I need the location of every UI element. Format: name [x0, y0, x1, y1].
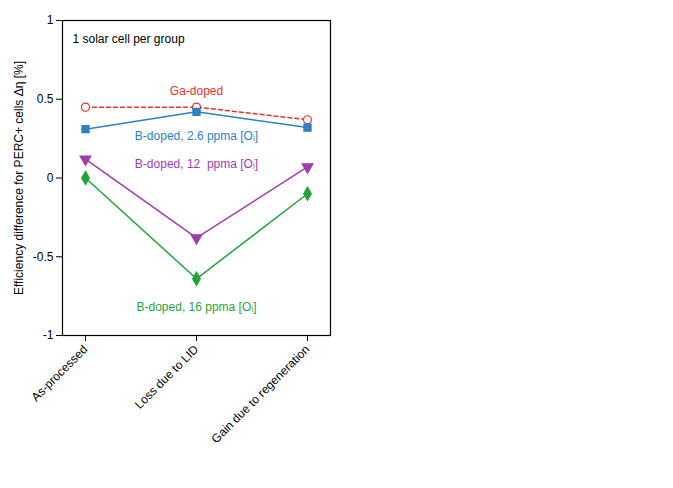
svg-text:B-doped, 16 ppma [Oᵢ]: B-doped, 16 ppma [Oᵢ]: [137, 300, 257, 314]
svg-text:As-processed: As-processed: [29, 342, 91, 404]
svg-text:0: 0: [47, 171, 54, 185]
svg-text:Efficiency difference for PERC: Efficiency difference for PERC+ cells Δη…: [12, 61, 26, 295]
svg-text:Loss due to LID: Loss due to LID: [132, 342, 202, 412]
svg-text:Gain due to regeneration: Gain due to regeneration: [209, 342, 313, 446]
svg-text:0.5: 0.5: [37, 92, 54, 106]
svg-text:-1: -1: [43, 328, 54, 342]
svg-text:B-doped, 2.6 ppma [Oᵢ]: B-doped, 2.6 ppma [Oᵢ]: [135, 129, 258, 143]
svg-text:-0.5: -0.5: [33, 250, 54, 264]
svg-text:Ga-doped: Ga-doped: [170, 84, 223, 98]
svg-text:1: 1: [47, 13, 54, 27]
svg-text:1 solar cell per group: 1 solar cell per group: [73, 32, 185, 46]
svg-text:B-doped, 12 ppma [Oᵢ]: B-doped, 12 ppma [Oᵢ]: [135, 157, 258, 171]
